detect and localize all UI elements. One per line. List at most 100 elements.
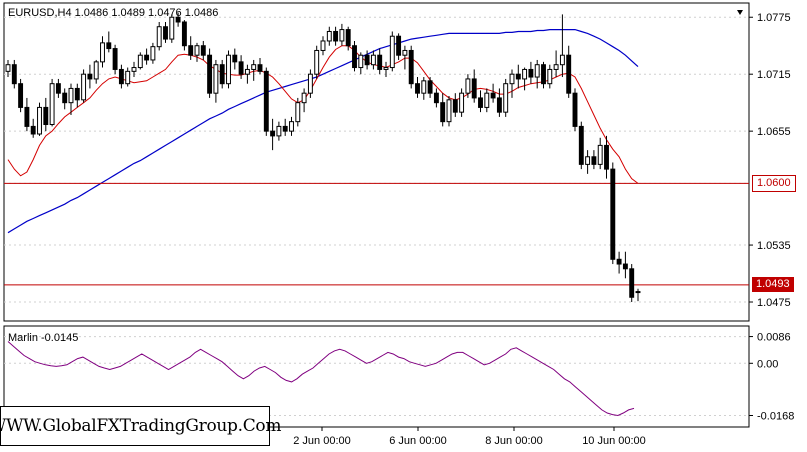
candle-body-bear (18, 83, 24, 108)
candle-body-bear (270, 130, 276, 137)
candle-body-bear (175, 16, 181, 23)
candle-body-bull (389, 35, 395, 69)
candle-body-bull (534, 64, 540, 78)
candle-body-bull (383, 67, 389, 70)
indicator-panel-frame (3, 325, 750, 428)
candle-body-bull (553, 64, 559, 70)
candle-body-bull (421, 80, 427, 94)
candle-body-bear (144, 54, 150, 61)
candle-body-bull (226, 54, 231, 85)
candle-body-bear (427, 80, 433, 94)
candle-body-bull (547, 68, 553, 85)
candlestick-series (5, 12, 641, 303)
candle-body-bear (232, 54, 238, 63)
candle-body-bull (446, 99, 452, 123)
candle-body-bear (181, 21, 187, 47)
candle-body-bull (503, 83, 509, 113)
candle-body-bear (471, 78, 477, 99)
candle-body-bear (528, 68, 534, 78)
candle-body-bull (131, 67, 137, 72)
x-tick-label: 8 Jun 00:00 (485, 435, 543, 447)
candle-body-bull (68, 87, 74, 104)
indicator-tick-label: 0.00 (757, 358, 778, 370)
main-y-axis-ticks: 1.0775 1.0715 1.0655 1.0535 1.0475 (749, 12, 791, 309)
candle-body-bear (629, 268, 635, 298)
candle-body-bear (408, 49, 414, 85)
candle-body-bull (125, 70, 131, 85)
horizontal-levels (4, 182, 749, 286)
candle-body-bull (37, 106, 42, 135)
candle-body-bear (566, 54, 572, 94)
moving-averages (7, 29, 639, 234)
candle-body-bull (5, 64, 11, 72)
candle-body-bull (402, 49, 408, 56)
candle-body-bear (515, 73, 521, 80)
candle-body-bear (43, 106, 49, 126)
candle-body-bear (219, 64, 225, 85)
candle-body-bull (244, 68, 250, 75)
candle-body-bull (370, 54, 376, 66)
watermark-logo: WWW.GlobalFXTradingGroup.Com (0, 406, 281, 446)
candle-body-bull (358, 54, 364, 69)
candle-body-bull (156, 26, 162, 48)
candle-body-bull (93, 61, 99, 80)
main-panel-frame (3, 2, 750, 322)
resistance-price-tag: 1.0600 (752, 175, 796, 193)
candle-body-bear (541, 64, 546, 85)
symbol-header: EURUSD,H4 1.0486 1.0489 1.0476 1.0486 (8, 7, 218, 19)
candle-body-bear (604, 144, 609, 170)
candle-body-bull (150, 46, 156, 61)
candle-body-bear (87, 73, 93, 80)
candle-body-bear (200, 45, 206, 56)
candle-body-bear (345, 29, 351, 47)
indicator-y-axis-ticks: 0.0086 0.00 -0.0168 (749, 332, 794, 423)
candle-body-bull (522, 68, 528, 80)
main-panel: EURUSD,H4 1.0486 1.0489 1.0476 1.0486 1.… (3, 2, 791, 322)
candle-body-bear (616, 258, 622, 265)
candle-body-bull (597, 144, 603, 165)
indicator-label: Marlin -0.0145 (8, 332, 78, 344)
candle-body-bear (257, 64, 263, 72)
candle-body-bull (289, 121, 294, 132)
candle-body-bull (169, 16, 175, 40)
x-tick-label: 2 Jun 00:00 (293, 435, 351, 447)
indicator-grid (4, 336, 749, 417)
candle-body-bear (578, 125, 584, 165)
candle-body-bear (112, 48, 118, 70)
indicator-tick-label: -0.0168 (757, 411, 794, 423)
y-tick-label: 1.0775 (757, 12, 791, 24)
candle-body-bear (452, 99, 458, 113)
chevron-down-icon[interactable] (737, 10, 743, 15)
candle-body-bear (490, 92, 496, 99)
candle-body-bear (163, 26, 168, 40)
candle-body-bear (496, 97, 502, 113)
candle-body-bull (339, 29, 345, 42)
y-tick-label: 1.0715 (757, 69, 791, 81)
candle-body-bull (100, 42, 105, 63)
candle-body-bear (62, 92, 68, 104)
candle-body-bear (396, 35, 402, 56)
candle-body-bull (49, 83, 55, 126)
candle-body-bear (263, 70, 269, 132)
candle-body-bear (364, 54, 370, 66)
candle-body-bear (238, 61, 244, 75)
candle-body-bull (251, 64, 257, 70)
candle-body-bull (459, 92, 465, 113)
y-tick-label: 1.0655 (757, 126, 791, 138)
indicator-tick-label: 0.0086 (757, 332, 791, 344)
candle-body-bull (213, 64, 219, 94)
candle-body-bear (352, 45, 357, 69)
candle-body-bull (559, 54, 565, 66)
candle-body-bull (81, 73, 87, 101)
current-price-tag: 1.0493 (752, 276, 794, 292)
candle-body-bull (484, 92, 490, 108)
candle-body-bull (295, 102, 301, 123)
ma-slow-line (7, 29, 639, 234)
y-tick-label: 1.0535 (757, 240, 791, 252)
x-axis-ticks: 2 Jun 00:00 6 Jun 00:00 8 Jun 00:00 10 Jun … (293, 427, 646, 447)
candle-body-bear (415, 83, 420, 94)
candle-body-bear (591, 156, 597, 165)
indicator-panel: Marlin -0.0145 0.0086 0.00 -0.0168 (3, 325, 794, 428)
x-tick-label: 10 Jun 00:00 (582, 435, 646, 447)
